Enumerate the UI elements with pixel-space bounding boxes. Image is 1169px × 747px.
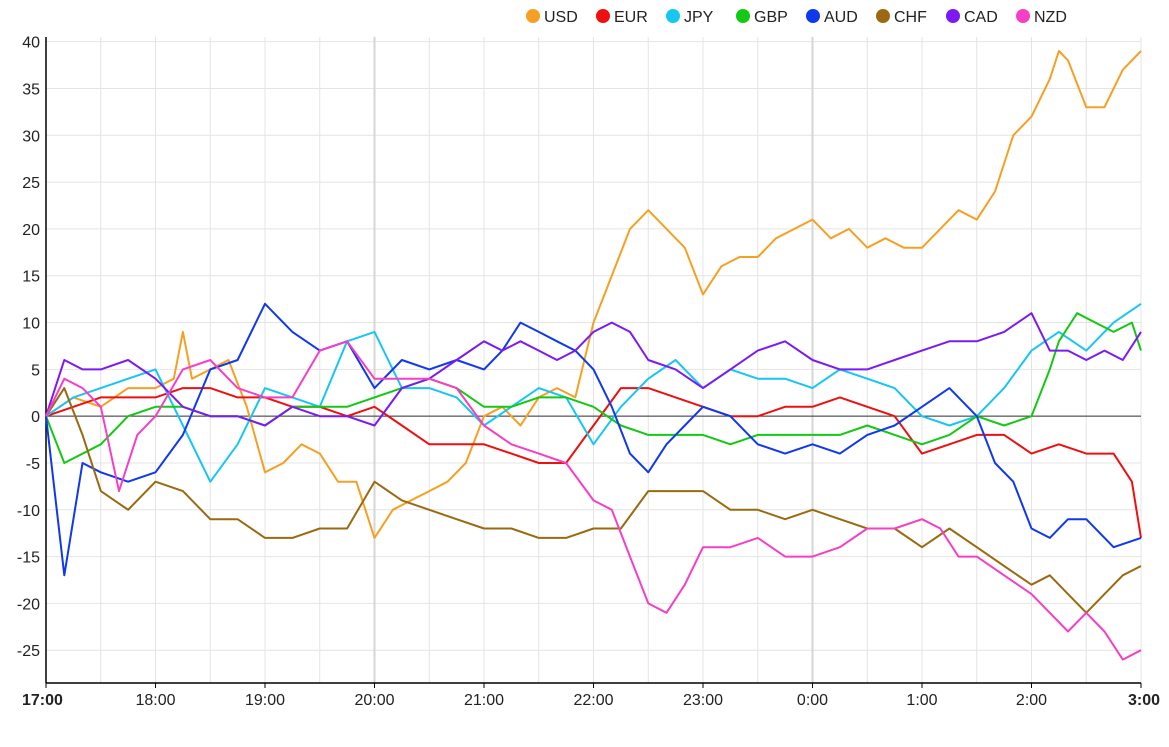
legend-item-jpy[interactable]: JPY (666, 9, 714, 26)
legend-item-aud[interactable]: AUD (806, 9, 858, 26)
y-tick-label: 30 (22, 128, 40, 145)
legend-dot (736, 9, 750, 23)
legend-item-usd[interactable]: USD (526, 9, 578, 26)
legend-dot (1016, 9, 1030, 23)
y-tick-label: 0 (31, 409, 40, 426)
y-tick-label: -20 (17, 596, 40, 613)
series-line-eur (45, 387, 1142, 539)
series-line-usd (45, 50, 1142, 539)
legend-label: JPY (684, 9, 714, 26)
series-line-chf (45, 387, 1142, 614)
y-tick-label: 35 (22, 81, 40, 98)
y-tick-label: 20 (22, 222, 40, 239)
x-tick-label: 20:00 (354, 692, 394, 709)
x-tick-label: 19:00 (245, 692, 285, 709)
legend-label: GBP (754, 9, 788, 26)
x-tick-label: 18:00 (135, 692, 175, 709)
legend-label: CHF (894, 9, 927, 26)
series-line-jpy (45, 302, 1142, 483)
x-tick-label: 22:00 (573, 692, 613, 709)
x-tick-label: 3:00 (1128, 692, 1160, 709)
y-tick-label: 10 (22, 316, 40, 333)
legend-dot (596, 9, 610, 23)
y-tick-label: 25 (22, 175, 40, 192)
legend-label: CAD (964, 9, 998, 26)
legend[interactable]: USD EUR JPY GBP AUD CHF CAD NZD (526, 9, 1067, 26)
y-tick-label: 5 (31, 362, 40, 379)
legend-dot (876, 9, 890, 23)
series-line-nzd (45, 340, 1142, 661)
legend-label: EUR (614, 9, 648, 26)
x-tick-label: 0:00 (797, 692, 828, 709)
y-tick-label: -5 (26, 456, 40, 473)
x-tick-label: 23:00 (683, 692, 723, 709)
legend-item-eur[interactable]: EUR (596, 9, 648, 26)
x-tick-label: 1:00 (906, 692, 937, 709)
legend-dot (806, 9, 820, 23)
series-line-aud (45, 302, 1142, 577)
x-tick-label: 17:00 (22, 692, 63, 709)
y-tick-label: 15 (22, 269, 40, 286)
y-tick-label: -10 (17, 503, 40, 520)
legend-item-chf[interactable]: CHF (876, 9, 927, 26)
x-axis: 17:00 18:00 19:00 20:00 21:00 22:00 23:00 0:00 1… (22, 682, 1160, 709)
legend-item-cad[interactable]: CAD (946, 9, 998, 26)
series-line-cad (45, 312, 1142, 427)
legend-label: NZD (1034, 9, 1067, 26)
y-axis: 40 35 30 25 20 15 10 5 0 -5 -10 -15 -20 -25 (17, 35, 47, 683)
series-lines (45, 50, 1142, 661)
y-tick-label: -25 (17, 643, 40, 660)
legend-dot (526, 9, 540, 23)
legend-item-gbp[interactable]: GBP (736, 9, 788, 26)
x-tick-label: 21:00 (464, 692, 504, 709)
x-tick-label: 2:00 (1016, 692, 1047, 709)
y-tick-label: -15 (17, 550, 40, 567)
y-tick-label: 40 (22, 35, 40, 52)
legend-label: AUD (824, 9, 858, 26)
legend-item-nzd[interactable]: NZD (1016, 9, 1067, 26)
legend-dot (946, 9, 960, 23)
legend-label: USD (544, 9, 578, 26)
legend-dot (666, 9, 680, 23)
